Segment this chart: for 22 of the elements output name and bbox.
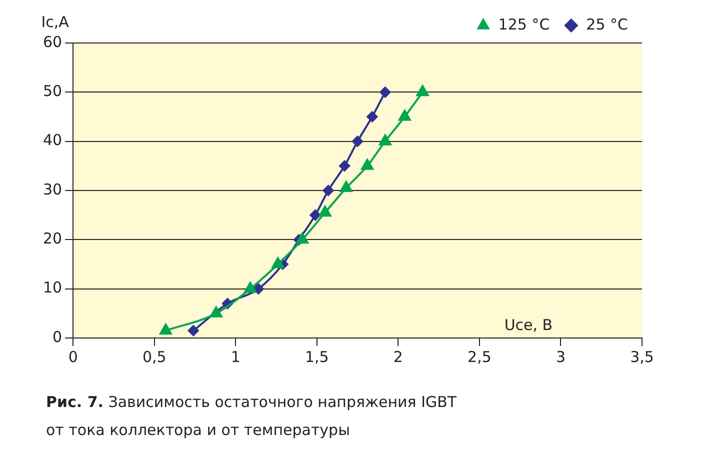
text: от тока коллектора и от температуры — [46, 420, 351, 441]
y-tick-label: 20 — [42, 230, 62, 248]
x-tick-label: 0 — [68, 348, 78, 366]
x-tick-label: 2,5 — [468, 348, 492, 366]
x-tick-label: 1 — [230, 348, 240, 366]
y-tick-label: 30 — [42, 180, 62, 198]
y-axis-title: Ic,A — [41, 12, 70, 31]
x-tick-label: 1,5 — [304, 348, 329, 366]
text: Рис. 7. — [46, 393, 104, 411]
y-tick-label: 10 — [42, 278, 62, 297]
x-tick-label: 2 — [393, 348, 403, 366]
x-tick-label: 0,5 — [142, 348, 166, 366]
x-tick-label: 3,5 — [630, 348, 654, 366]
x-tick-label: 3 — [556, 348, 566, 366]
y-tick-label: 60 — [42, 32, 62, 51]
y-tick-label: 50 — [42, 82, 62, 100]
text: Зависимость остаточного напряжения IGBT — [108, 393, 457, 411]
x-axis-title: Uce, B — [504, 316, 553, 334]
y-tick-label: 40 — [42, 131, 62, 150]
legend-label: 25 °C — [586, 15, 628, 34]
legend-label: 125 °C — [498, 15, 550, 34]
y-tick-label: 0 — [52, 328, 62, 346]
